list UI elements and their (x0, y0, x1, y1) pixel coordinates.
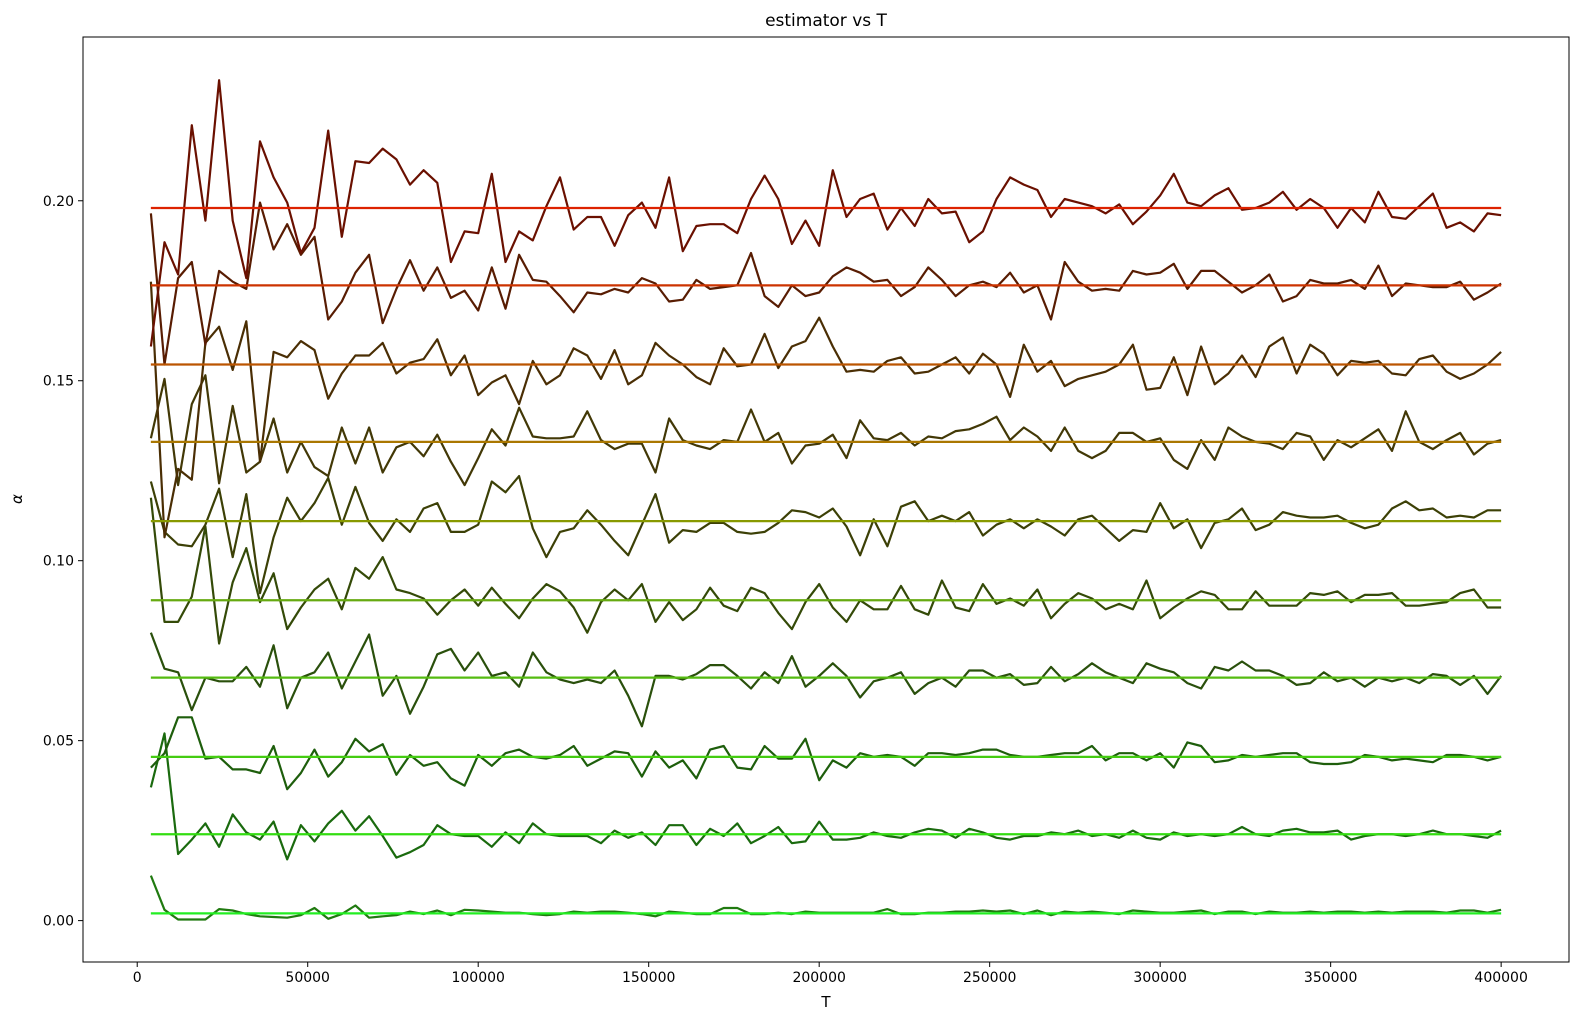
y-tick-label: 0.15 (43, 374, 74, 390)
y-tick-label: 0.05 (43, 734, 74, 750)
chart-title: estimator vs T (765, 11, 887, 31)
y-tick-label: 0.20 (43, 194, 74, 210)
y-tick-label: 0.10 (43, 554, 74, 570)
estimator-line-9 (149, 201, 1502, 366)
x-axis-label: T (820, 993, 831, 1011)
estimator-line-10 (149, 79, 1502, 347)
x-tick-label: 200000 (792, 970, 845, 986)
estimator-line-2 (149, 732, 1502, 861)
estimator-line-3 (150, 716, 1502, 791)
x-tick-label: 50000 (285, 970, 330, 986)
estimator-line-4 (149, 632, 1502, 728)
x-tick-label: 300000 (1133, 970, 1186, 986)
y-axis: 0.00 0.05 0.10 0.15 0.20 (43, 194, 83, 930)
axes-frame (82, 36, 1570, 963)
estimator-line-7 (149, 374, 1502, 487)
x-tick-label: 250000 (963, 970, 1016, 986)
x-tick-label: 100000 (451, 970, 504, 986)
x-tick-label: 0 (133, 970, 142, 986)
x-axis: 0 50000 100000 150000 200000 250000 300000 3500… (133, 962, 1528, 986)
estimator-line-5 (149, 497, 1502, 645)
y-tick-label: 0.00 (43, 914, 74, 930)
x-tick-label: 150000 (622, 970, 675, 986)
estimator-line-8 (149, 281, 1502, 539)
estimator-line-6 (149, 475, 1502, 595)
plot-area (149, 79, 1502, 921)
x-tick-label: 400000 (1474, 970, 1527, 986)
y-axis-label: α (8, 494, 26, 504)
x-tick-label: 350000 (1304, 970, 1357, 986)
